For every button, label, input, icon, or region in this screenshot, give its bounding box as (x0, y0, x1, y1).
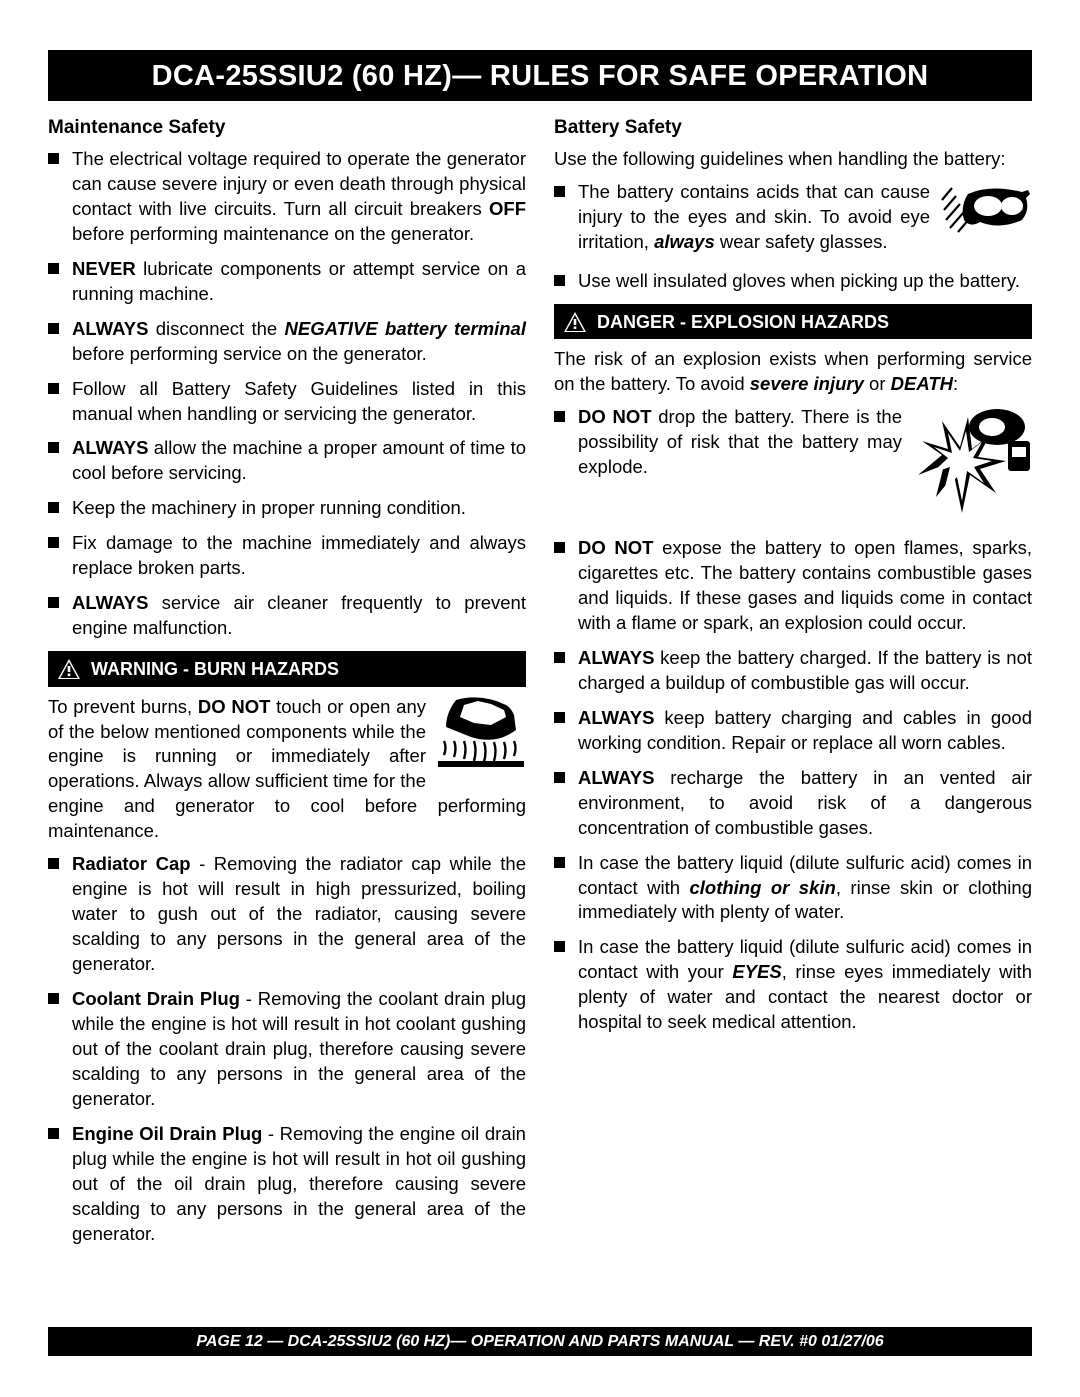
page-footer: PAGE 12 — DCA-25SSIU2 (60 HZ)— OPERATION… (48, 1327, 1032, 1357)
list-item: Keep the machinery in proper running con… (48, 496, 526, 521)
list-item: ALWAYS recharge the battery in an vented… (554, 766, 1032, 841)
maintenance-list: The electrical voltage required to opera… (48, 147, 526, 641)
burn-list: Radiator Cap - Removing the radiator cap… (48, 852, 526, 1247)
list-item: NEVER lubricate components or attempt se… (48, 257, 526, 307)
list-item: Engine Oil Drain Plug - Removing the eng… (48, 1122, 526, 1247)
page-title: DCA-25SSIU2 (60 HZ)— RULES FOR SAFE OPER… (48, 50, 1032, 101)
burn-alert-label: WARNING - BURN HAZARDS (91, 657, 339, 681)
battery-intro: Use the following guidelines when handli… (554, 147, 1032, 172)
list-item: Use well insulated gloves when picking u… (554, 269, 1032, 294)
list-item: Radiator Cap - Removing the radiator cap… (48, 852, 526, 977)
list-item: ALWAYS disconnect the NEGATIVE battery t… (48, 317, 526, 367)
burn-alert: WARNING - BURN HAZARDS (48, 651, 526, 686)
battery-list: The battery contains acids that can caus… (554, 180, 1032, 294)
list-item: DO NOT drop the battery. There is the po… (554, 405, 1032, 526)
battery-heading: Battery Safety (554, 115, 1032, 141)
warning-icon (563, 311, 587, 333)
list-item: Follow all Battery Safety Guidelines lis… (48, 377, 526, 427)
list-item: ALWAYS allow the machine a proper amount… (48, 436, 526, 486)
explosion-alert: DANGER - EXPLOSION HAZARDS (554, 304, 1032, 339)
list-item: ALWAYS keep battery charging and cables … (554, 706, 1032, 756)
explosion-list: DO NOT drop the battery. There is the po… (554, 405, 1032, 1035)
list-item: Fix damage to the machine immediately an… (48, 531, 526, 581)
list-item: ALWAYS service air cleaner frequently to… (48, 591, 526, 641)
goggles-icon (940, 180, 1032, 255)
explosion-alert-label: DANGER - EXPLOSION HAZARDS (597, 310, 889, 334)
list-item: The electrical voltage required to opera… (48, 147, 526, 247)
burn-intro: To prevent burns, DO NOT touch or open a… (48, 695, 526, 845)
list-item: ALWAYS keep the battery charged. If the … (554, 646, 1032, 696)
hot-surface-icon (436, 695, 526, 780)
explosion-icon (912, 405, 1032, 522)
list-item: In case the battery liquid (dilute sulfu… (554, 935, 1032, 1035)
warning-icon (57, 658, 81, 680)
list-item: The battery contains acids that can caus… (554, 180, 1032, 259)
left-column: Maintenance Safety The electrical voltag… (48, 115, 526, 1257)
explosion-intro: The risk of an explosion exists when per… (554, 347, 1032, 397)
right-column: Battery Safety Use the following guideli… (554, 115, 1032, 1257)
list-item: DO NOT expose the battery to open flames… (554, 536, 1032, 636)
list-item: In case the battery liquid (dilute sulfu… (554, 851, 1032, 926)
content-columns: Maintenance Safety The electrical voltag… (48, 115, 1032, 1257)
maintenance-heading: Maintenance Safety (48, 115, 526, 141)
list-item: Coolant Drain Plug - Removing the coolan… (48, 987, 526, 1112)
